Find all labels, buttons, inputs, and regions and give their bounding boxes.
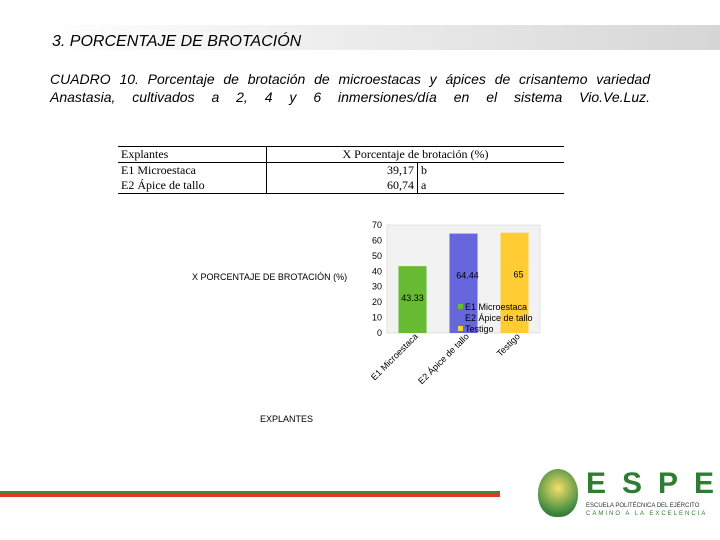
logo-name: ESPE — [586, 467, 720, 500]
x-tick-label: E2 Ápice de tallo — [416, 331, 471, 386]
data-label: 64.44 — [456, 271, 479, 281]
y-tick-label: 50 — [372, 251, 382, 261]
slide-title: 3. PORCENTAJE DE BROTACIÓN — [52, 33, 302, 50]
legend-entry: E1 Microestaca — [465, 302, 527, 312]
footer-stripe — [0, 491, 500, 497]
y-tick-label: 0 — [377, 328, 382, 338]
header-porcentaje: X Porcentaje de brotación (%) — [266, 146, 564, 163]
bar — [398, 266, 427, 333]
brotacion-table: Explantes X Porcentaje de brotación (%) … — [118, 146, 564, 194]
caption-line-1: CUADRO 10. Porcentaje de brotación de mi… — [50, 71, 650, 87]
row-explante: E1 Microestaca — [121, 163, 196, 177]
row-significance: a — [417, 178, 564, 194]
table-header-row: Explantes X Porcentaje de brotación (%) — [118, 146, 564, 163]
row-value: 39,17 — [266, 162, 418, 178]
espe-seal-icon — [538, 469, 578, 517]
y-tick-label: 30 — [372, 282, 382, 292]
y-tick-label: 70 — [372, 220, 382, 230]
row-value: 60,74 — [266, 178, 418, 194]
table-row: E2 Ápice de tallo 60,74 a — [118, 178, 564, 194]
chart-y-axis-label: X PORCENTAJE DE BROTACIÓN (%) — [192, 272, 348, 282]
x-tick-label: E1 Microestaca — [369, 331, 420, 382]
table-row: E1 Microestaca 39,17 b — [118, 162, 564, 178]
logo-motto: CAMINO A LA EXCELENCIA — [586, 511, 708, 517]
espe-logo: ESPE ESCUELA POLITÉCNICA DEL EJÉRCITO CA… — [530, 467, 714, 519]
bar — [449, 233, 478, 333]
y-tick-label: 60 — [372, 235, 382, 245]
header-explantes: Explantes — [118, 146, 267, 163]
data-label: 43.33 — [401, 293, 424, 303]
caption-line-2: Anastasia, cultivados a 2, 4 y 6 inmersi… — [50, 89, 650, 105]
title-bar — [40, 25, 720, 50]
legend-entry: E2 Ápice de tallo — [465, 313, 533, 323]
legend-swatch — [458, 304, 463, 309]
table-caption: CUADRO 10. Porcentaje de brotación de mi… — [50, 70, 650, 106]
y-tick-label: 40 — [372, 266, 382, 276]
data-label: 65 — [513, 270, 523, 280]
logo-subtitle: ESCUELA POLITÉCNICA DEL EJÉRCITO — [586, 503, 700, 509]
row-explante: E2 Ápice de tallo — [118, 178, 267, 194]
brotacion-bar-chart: 0 10 20 30 40 50 60 70 43.33 E1 Microestaca 64.44 E… — [369, 220, 541, 386]
legend-swatch — [458, 326, 463, 331]
chart-x-axis-label: EXPLANTES — [260, 414, 314, 424]
legend-entry: Testigo — [465, 324, 494, 334]
row-significance: b — [417, 162, 564, 178]
y-tick-label: 20 — [372, 297, 382, 307]
y-tick-label: 10 — [372, 313, 382, 323]
x-tick-label: Testigo — [495, 331, 522, 358]
bar — [500, 232, 529, 333]
legend-swatch — [458, 315, 463, 320]
